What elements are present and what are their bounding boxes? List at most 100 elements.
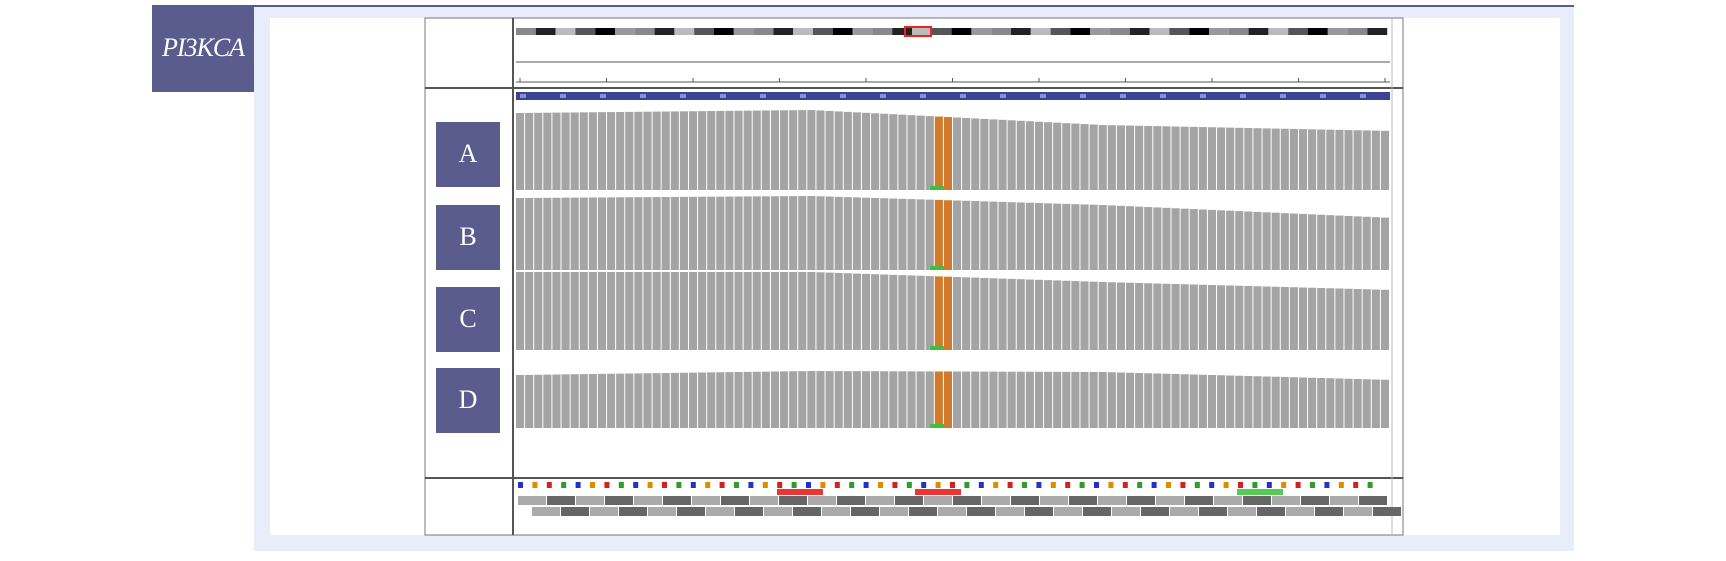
coverage-bar xyxy=(734,272,743,350)
coverage-bar xyxy=(789,196,798,270)
coverage-bar xyxy=(616,373,625,428)
coverage-bar xyxy=(871,274,880,350)
coverage-bar xyxy=(1235,375,1244,428)
coverage-bar xyxy=(743,371,752,428)
track-label: B xyxy=(459,222,476,251)
coverage-bar xyxy=(1262,376,1271,428)
translation-cell xyxy=(1069,496,1097,505)
sequence-base xyxy=(1036,482,1042,488)
translation-cell xyxy=(1054,507,1082,516)
coverage-bar xyxy=(1098,372,1107,428)
sequence-base xyxy=(806,482,811,488)
coverage-bar xyxy=(798,196,807,270)
ideogram-band xyxy=(1308,28,1328,35)
coverage-bar xyxy=(716,372,725,428)
coverage-bar xyxy=(1144,125,1153,190)
coverage-bar xyxy=(643,373,652,428)
coverage-bar xyxy=(1253,211,1262,270)
coverage-bar xyxy=(543,374,552,428)
coverage-bar xyxy=(1362,130,1371,190)
coverage-bar xyxy=(652,373,661,428)
variant-bar xyxy=(943,200,952,270)
highlight xyxy=(915,489,961,495)
coverage-bar xyxy=(962,117,971,190)
coverage-bar xyxy=(734,372,743,428)
coverage-bar xyxy=(807,110,816,190)
coverage-bar xyxy=(543,272,552,350)
gene-stripe xyxy=(840,94,846,98)
coverage-bar xyxy=(1217,375,1226,428)
translation-cell xyxy=(866,496,894,505)
translation-cell xyxy=(982,496,1010,505)
coverage-bar xyxy=(1144,373,1153,428)
coverage-bar xyxy=(834,196,843,270)
coverage-bar xyxy=(1317,288,1326,350)
translation-cell xyxy=(1040,496,1068,505)
sequence-base xyxy=(1295,482,1301,488)
ideogram-band xyxy=(555,28,576,35)
gene-stripe xyxy=(1360,94,1366,98)
sequence-base xyxy=(1310,482,1315,488)
coverage-bar xyxy=(971,277,980,350)
coverage-bar xyxy=(761,272,770,350)
variant-bar xyxy=(943,371,952,428)
gene-track xyxy=(516,92,1390,100)
coverage-bar xyxy=(1298,287,1308,350)
coverage-bar xyxy=(889,371,898,428)
ideogram-band xyxy=(1347,28,1368,35)
translation-cell xyxy=(1257,507,1285,516)
ideogram-band xyxy=(1367,28,1388,35)
sequence-base xyxy=(748,482,754,488)
ideogram-band xyxy=(1288,28,1308,35)
coverage-bar xyxy=(1044,280,1053,350)
coverage-bar xyxy=(734,196,743,270)
translation-cell xyxy=(1330,496,1358,505)
coverage-bar xyxy=(643,197,652,270)
coverage-bar xyxy=(561,197,570,270)
coverage-bar xyxy=(1280,377,1289,428)
coverage-bar xyxy=(734,110,743,190)
coverage-bar xyxy=(643,272,652,350)
sequence-base xyxy=(647,482,653,488)
variant-base xyxy=(930,186,944,190)
translation-cell xyxy=(750,496,778,505)
ideogram-band xyxy=(1228,28,1249,35)
coverage-bar xyxy=(834,272,843,350)
coverage-bar xyxy=(1062,280,1071,350)
coverage-bar xyxy=(625,111,634,190)
ideogram-band xyxy=(575,28,596,35)
coverage-bar xyxy=(725,272,734,350)
gene-stripe xyxy=(1160,94,1166,98)
coverage-bar xyxy=(1207,375,1217,428)
coverage-bar xyxy=(852,197,861,270)
translation-cell xyxy=(1127,496,1155,505)
coverage-bar xyxy=(1244,376,1253,428)
coverage-bar xyxy=(1162,373,1171,428)
ideogram-band xyxy=(595,28,615,35)
coverage-bar xyxy=(1280,287,1289,350)
coverage-bar xyxy=(670,111,679,190)
translation-cell xyxy=(735,507,763,516)
coverage-bar xyxy=(597,197,607,270)
coverage-bar xyxy=(925,199,934,270)
sequence-base xyxy=(719,482,725,488)
coverage-bar xyxy=(698,111,707,190)
coverage-bar xyxy=(816,196,825,270)
coverage-bar xyxy=(516,198,525,270)
coverage-bar xyxy=(1326,288,1335,350)
coverage-bar xyxy=(1226,127,1235,190)
coverage-bar xyxy=(1125,125,1135,190)
sequence-base xyxy=(690,482,696,488)
coverage-bar xyxy=(770,196,780,270)
coverage-bar xyxy=(1153,283,1162,350)
gene-stripe xyxy=(760,94,766,98)
translation-cell xyxy=(909,507,937,516)
translation-cell xyxy=(1286,507,1314,516)
sequence-base xyxy=(993,482,999,488)
coverage-bar xyxy=(561,272,570,350)
ideogram-band xyxy=(991,28,1011,35)
coverage-bar xyxy=(925,116,934,190)
coverage-bar xyxy=(1053,280,1062,350)
coverage-bar xyxy=(588,197,597,270)
translation-cell xyxy=(634,496,662,505)
